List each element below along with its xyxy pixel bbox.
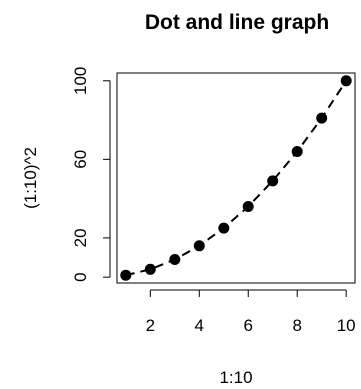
y-tick-label: 20 bbox=[71, 228, 90, 247]
data-point bbox=[316, 112, 328, 124]
y-tick-label: 60 bbox=[71, 150, 90, 169]
x-tick-label: 8 bbox=[292, 316, 301, 335]
data-point bbox=[291, 146, 303, 157]
data-point bbox=[120, 269, 132, 281]
data-point bbox=[242, 201, 254, 212]
data-point bbox=[267, 175, 279, 187]
data-point bbox=[193, 240, 205, 252]
data-point bbox=[340, 75, 352, 87]
x-tick-label: 6 bbox=[244, 316, 253, 335]
x-axis: 2 4 6 8 10 bbox=[146, 289, 356, 335]
data-point bbox=[169, 254, 181, 265]
x-tick-label: 10 bbox=[337, 316, 356, 335]
data-points bbox=[120, 75, 352, 281]
data-point bbox=[144, 263, 156, 275]
series-line bbox=[125, 80, 348, 277]
plot-frame bbox=[116, 72, 356, 284]
x-tick-label: 4 bbox=[195, 316, 204, 335]
y-axis-label: (1:10)^2 bbox=[21, 147, 40, 209]
y-axis: 0 20 60 100 bbox=[71, 67, 111, 282]
y-tick-label: 0 bbox=[71, 272, 90, 281]
data-point bbox=[218, 222, 230, 234]
chart-title: Dot and line graph bbox=[145, 11, 329, 34]
x-tick-label: 2 bbox=[146, 316, 155, 335]
x-axis-label: 1:10 bbox=[219, 368, 252, 387]
y-tick-label: 100 bbox=[71, 67, 90, 95]
